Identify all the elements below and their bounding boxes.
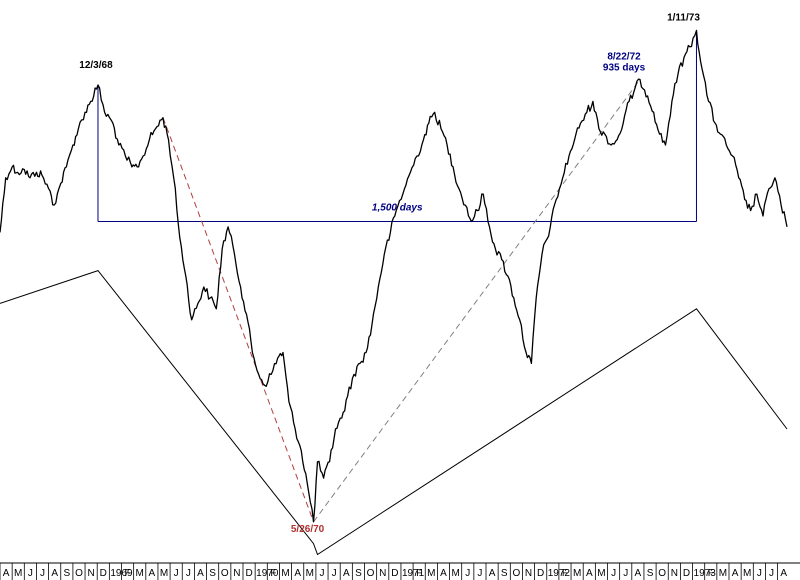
- axis-tick-label: J: [332, 568, 337, 579]
- axis-tick-label: J: [611, 568, 616, 579]
- axis-tick-label: A: [489, 568, 496, 579]
- axis-tick-label: J: [465, 568, 470, 579]
- axis-tick-label: D: [537, 568, 544, 579]
- axis-tick-label: A: [732, 568, 739, 579]
- axis-tick-label: S: [501, 568, 508, 579]
- axis-tick-label: J: [477, 568, 482, 579]
- axis-tick-label: N: [525, 568, 532, 579]
- axis-tick-label: F: [270, 568, 276, 579]
- axis-tick-label: A: [3, 568, 10, 579]
- axis-tick-label: J: [28, 568, 33, 579]
- axis-tick-label: M: [160, 568, 168, 579]
- axis-tick-label: F: [562, 568, 568, 579]
- axis-tick-label: F: [708, 568, 714, 579]
- price-series-group: [0, 29, 788, 523]
- axis-tick-label: A: [149, 568, 156, 579]
- axis-tick-label: J: [319, 568, 324, 579]
- axis-tick-label: A: [51, 568, 58, 579]
- axis-tick-label: J: [757, 568, 762, 579]
- axis-tick-label: D: [245, 568, 252, 579]
- axis-tick-label: A: [635, 568, 642, 579]
- axis-tick-label: F: [125, 568, 131, 579]
- axis-tick-label: S: [63, 568, 70, 579]
- axis-tick-label: A: [197, 568, 204, 579]
- cycle-line: [0, 270, 788, 556]
- axis-tick-label: A: [440, 568, 447, 579]
- axis-tick-label: D: [100, 568, 107, 579]
- dashed-trendline: [162, 117, 315, 522]
- axis-tick-label: J: [769, 568, 774, 579]
- axis-tick-label: D: [683, 568, 690, 579]
- axis-tick-label: D: [391, 568, 398, 579]
- axis-tick-label: A: [343, 568, 350, 579]
- axis-tick-label: O: [512, 568, 520, 579]
- axis-tick-label: A: [586, 568, 593, 579]
- axis-tick-label: M: [597, 568, 605, 579]
- axis-tick-label: O: [75, 568, 83, 579]
- price-series-line: [0, 29, 788, 523]
- dashed-trendline: [313, 79, 641, 523]
- axis-tick-label: M: [451, 568, 459, 579]
- annotation-label: 5/26/70: [291, 524, 325, 535]
- axis-tick-label: N: [671, 568, 678, 579]
- axis-tick-label: N: [88, 568, 95, 579]
- axis-tick-label: M: [306, 568, 314, 579]
- axis-tick-label: N: [233, 568, 240, 579]
- annotation-label: 1/11/73: [667, 12, 700, 23]
- axis-tick-label: J: [186, 568, 191, 579]
- axis-tick-label: M: [136, 568, 144, 579]
- axis-tick-label: M: [743, 568, 751, 579]
- axis-tick-label: J: [174, 568, 179, 579]
- axis-tick-label: M: [427, 568, 435, 579]
- axis-tick-label: S: [209, 568, 216, 579]
- axis-tick-label: M: [281, 568, 289, 579]
- axis-tick-label: M: [573, 568, 581, 579]
- axis-tick-label: O: [367, 568, 375, 579]
- axis-tick-label: N: [379, 568, 386, 579]
- axis-tick-label: S: [355, 568, 362, 579]
- axis-tick-label: M: [14, 568, 22, 579]
- axis-tick-label: A: [294, 568, 301, 579]
- axis-tick-label: J: [623, 568, 628, 579]
- annotation-label: 935 days: [603, 63, 646, 74]
- annotation-label: 12/3/68: [79, 60, 113, 71]
- axis-tick-label: M: [719, 568, 727, 579]
- axis-tick-label: J: [40, 568, 45, 579]
- axis-tick-label: F: [416, 568, 422, 579]
- axis-tick-label: O: [221, 568, 229, 579]
- axis-tick-label: A: [780, 568, 787, 579]
- cycle-lines: [0, 270, 788, 556]
- annotation-label: 8/22/72: [607, 52, 641, 63]
- axis-tick-label: O: [658, 568, 666, 579]
- axis-tick-label: S: [647, 568, 654, 579]
- dashed-trendlines: [162, 79, 641, 523]
